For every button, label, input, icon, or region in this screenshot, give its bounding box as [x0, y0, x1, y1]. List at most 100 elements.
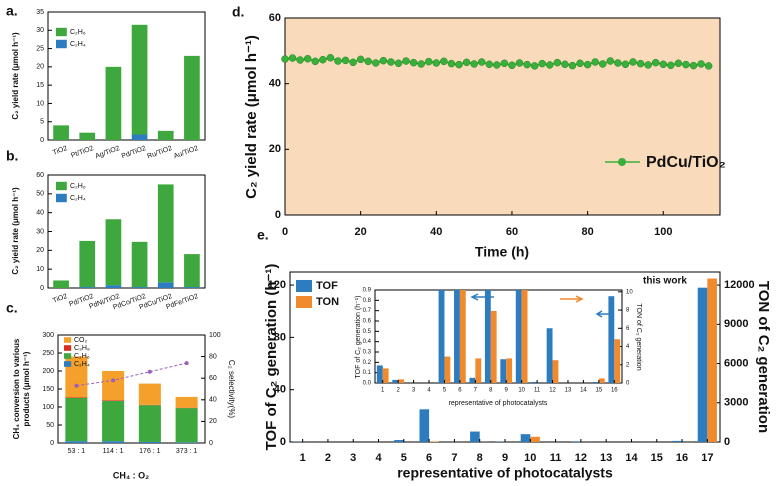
y-tick-label: 50 [46, 422, 54, 429]
y-tick-label: 20 [209, 418, 217, 425]
marker [689, 61, 698, 70]
marker [379, 56, 388, 65]
marker [111, 378, 116, 383]
bar [672, 440, 683, 442]
inset-arrow [560, 295, 584, 303]
y-tick-label: 4 [626, 344, 630, 350]
y-tick-label: 200 [42, 368, 54, 375]
legend-label: PdCu/TiO₂ [646, 154, 726, 171]
marker [326, 53, 335, 62]
y-tick-label: 6 [626, 326, 630, 332]
bar [438, 290, 445, 383]
bar-segment [157, 184, 174, 283]
marker [493, 61, 501, 69]
marker [356, 55, 365, 64]
axis-label: C₂ yield rate (μmol h⁻¹) [11, 32, 20, 120]
legend-swatch [56, 181, 67, 191]
x-tick-label: 10 [524, 452, 536, 464]
plot-area [47, 174, 206, 289]
legend-label: C₂H₆ [70, 29, 86, 36]
y-tick-label: 10 [36, 266, 44, 273]
legend-swatch [64, 337, 72, 343]
marker [568, 61, 577, 70]
bar [419, 409, 430, 442]
bar [392, 379, 399, 383]
marker [485, 60, 494, 69]
marker [440, 57, 448, 66]
bar [376, 365, 383, 383]
y-tick-label: 10 [626, 289, 633, 295]
bar [598, 378, 605, 383]
legend-label: C₂H₆ [74, 353, 90, 360]
y-tick-label: 10 [36, 100, 44, 107]
x-tick-label: 16 [676, 452, 688, 464]
x-tick-label: 12 [549, 388, 556, 394]
bar [475, 358, 482, 383]
y-tick-label: 0.8 [363, 298, 372, 304]
marker [319, 55, 327, 64]
bar-segment [105, 285, 122, 288]
y-tick-label: 0 [209, 440, 213, 447]
bar-segment [138, 383, 161, 405]
marker [636, 59, 645, 68]
marker [500, 59, 509, 68]
axis-label: representative of photocatalysts [397, 465, 613, 481]
inset-arrow [595, 310, 611, 318]
bar [608, 296, 615, 383]
bar-segment [131, 241, 148, 288]
bar-segment [184, 287, 200, 288]
axis-label: TON of C₂ generation [635, 303, 642, 370]
x-tick-label: 4 [375, 452, 382, 464]
bar [444, 356, 451, 383]
x-tick-label: 60 [506, 226, 518, 238]
legend-label: C₂H₄ [74, 361, 90, 368]
x-tick-label: 14 [580, 388, 587, 394]
marker [74, 383, 79, 388]
marker [606, 57, 615, 65]
y-tick-label: 8 [626, 308, 630, 314]
y-tick-label: 9000 [724, 318, 748, 330]
axis-label: Time (h) [475, 244, 529, 260]
x-tick-label: 8 [477, 452, 483, 464]
bar [571, 441, 581, 442]
y-tick-label: 40 [269, 78, 281, 90]
bar-segment [175, 442, 198, 443]
legend-swatch [296, 296, 312, 308]
marker [704, 62, 713, 70]
y-tick-label: 60 [36, 172, 44, 179]
marker [591, 58, 599, 66]
bar [592, 381, 599, 383]
bar-segment [131, 24, 148, 135]
marker [409, 58, 418, 67]
marker [281, 55, 289, 63]
y-tick-label: 60 [209, 375, 217, 382]
legend-swatch [56, 193, 67, 203]
y-tick-label: 60 [269, 12, 281, 24]
y-tick-label: 0 [40, 137, 44, 144]
y-tick-label: 50 [36, 191, 44, 198]
bar-segment [105, 219, 122, 286]
marker [455, 60, 463, 69]
marker [387, 58, 395, 66]
y-tick-label: 5 [40, 119, 44, 126]
axis-label: representative of photocatalysts [449, 400, 548, 407]
marker [682, 60, 690, 69]
legend-marker [618, 158, 626, 166]
marker [583, 60, 592, 69]
bar-segment [175, 408, 198, 443]
marker [296, 56, 304, 64]
bar-segment [79, 240, 96, 288]
y-tick-label: 80 [274, 331, 286, 343]
x-tick-label: 80 [581, 226, 593, 238]
inset-area [374, 289, 623, 384]
y-tick-label: 100 [209, 332, 221, 339]
x-tick-label: 2 [325, 452, 331, 464]
legend-label: C₂H₄ [70, 195, 86, 202]
panel-label: b. [6, 148, 18, 164]
bar [531, 381, 538, 383]
marker [674, 59, 683, 68]
axis-label: TON of C₂ generation [755, 281, 772, 433]
marker [349, 58, 357, 67]
x-tick-label: 13 [600, 452, 612, 464]
